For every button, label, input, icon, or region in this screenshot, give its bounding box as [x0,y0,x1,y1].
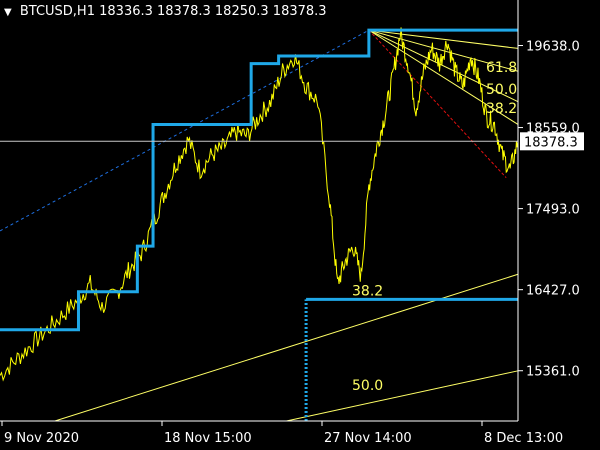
current-price-box [520,132,584,151]
channel-label-50: 50.0 [352,378,383,394]
x-tick-label: 27 Nov 14:00 [324,431,412,446]
chart-header: ▼ BTCUSD,H1 18336.3 18378.3 18250.3 1837… [4,4,327,19]
x-tick-label: 9 Nov 2020 [4,431,79,446]
current-price-label: 18378.3 [524,135,578,150]
symbol-label: BTCUSD,H1 [19,4,95,19]
channel-line-0 [54,273,519,422]
channel-line-1 [286,370,519,422]
support-label: 38.2 [352,283,383,299]
fan-red-line [368,29,507,179]
fib-fan-line-0 [368,29,519,49]
y-tick-label: 17493.0 [526,203,580,218]
step-line [0,28,518,332]
y-tick-label: 15361.0 [526,365,580,380]
y-tick-label: 19638.0 [526,40,580,55]
x-tick-label: 18 Nov 15:00 [164,431,252,446]
fib-fan-line-outer [368,29,519,125]
fib-fan-line-1 [368,29,519,72]
fib-fan-label-50.0: 50.0 [486,82,517,98]
dashed-trend-line [0,29,370,232]
fib-fan-line-2 [368,29,519,103]
fib-fan-label-61.8: 61.8 [486,60,517,76]
y-tick-label: 16427.0 [526,284,580,299]
price-line [0,27,519,382]
x-tick-label: 8 Dec 13:00 [484,431,563,446]
ohlc-values: 18336.3 18378.3 18250.3 18378.3 [99,4,327,19]
fib-fan-label-38.2: 38.2 [486,101,517,117]
triangle-down-icon[interactable]: ▼ [4,7,12,18]
